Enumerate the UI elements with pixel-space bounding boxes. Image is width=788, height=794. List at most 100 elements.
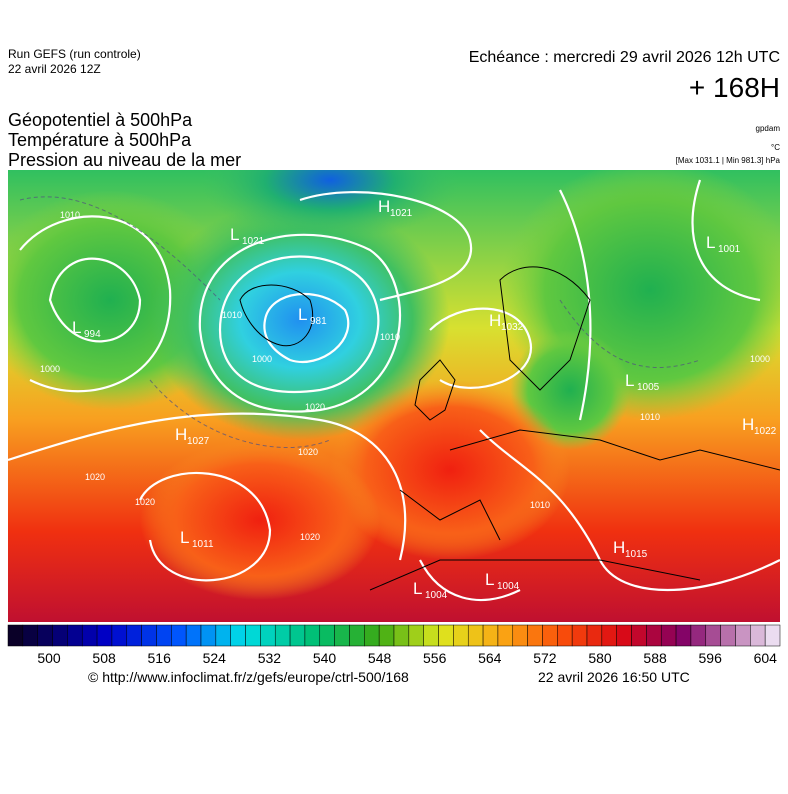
field-label: Géopotentiel à 500hPa xyxy=(8,110,193,130)
field-label: Température à 500hPa xyxy=(8,130,192,150)
colorbar-label: 556 xyxy=(423,650,447,666)
colorbar-swatch xyxy=(274,624,291,647)
center-letter: H xyxy=(175,425,187,444)
colorbar-swatch xyxy=(571,624,588,647)
colorbar: 500 508 516 524 532 540 548 556 564 572 580 588 596 6… xyxy=(7,624,781,666)
colorbar-label: 548 xyxy=(368,650,392,666)
colorbar-swatch xyxy=(438,624,454,647)
colorbar-swatch xyxy=(171,624,187,647)
center-value: 994 xyxy=(84,329,101,340)
colorbar-swatch xyxy=(349,624,365,647)
center-letter: H xyxy=(742,415,754,434)
center-letter: L xyxy=(413,579,422,598)
colorbar-swatch xyxy=(453,624,469,647)
center-letter: L xyxy=(72,318,81,337)
isobar-label: 1000 xyxy=(40,364,60,374)
colorbar-swatch xyxy=(245,624,261,647)
colorbar-swatch xyxy=(408,624,424,647)
isobar-label: 1020 xyxy=(135,497,155,507)
isobar-labels: 1010 1010 1000 1000 1010 1020 1020 1020 1020 1020… xyxy=(40,210,770,542)
center-value: 1027 xyxy=(187,436,210,447)
issued: 22 avril 2026 16:50 UTC xyxy=(538,669,690,685)
colorbar-swatch xyxy=(735,624,751,647)
colorbar-swatch xyxy=(646,624,662,647)
center-value: 1011 xyxy=(192,539,214,550)
colorbar-swatch xyxy=(750,624,766,647)
colorbar-swatch xyxy=(364,624,380,647)
center-letter: L xyxy=(180,528,189,547)
isobar-label: 1010 xyxy=(222,310,242,320)
colorbar-swatch xyxy=(423,624,439,647)
colorbar-swatch xyxy=(542,624,558,647)
colorbar-swatch xyxy=(111,624,128,647)
center-letter: L xyxy=(625,371,634,390)
colorbar-swatch xyxy=(260,624,276,647)
colorbar-swatch xyxy=(319,624,335,647)
colorbar-swatch xyxy=(156,624,172,647)
colorbar-swatch xyxy=(96,624,113,647)
colorbar-label: 596 xyxy=(699,650,723,666)
run-date: 22 avril 2026 12Z xyxy=(8,62,101,76)
center-letter: H xyxy=(489,311,501,330)
center-value: 1004 xyxy=(497,581,520,592)
colorbar-label: 540 xyxy=(313,650,337,666)
unit: gpdam xyxy=(756,124,781,133)
colorbar-swatch xyxy=(141,624,157,647)
unit: [Max 1031.1 | Min 981.3] hPa xyxy=(676,156,781,165)
lead-time: + 168H xyxy=(689,72,780,103)
center-letter: L xyxy=(298,305,307,324)
unit: °C xyxy=(771,143,780,152)
colorbar-label: 500 xyxy=(37,650,61,666)
colorbar-swatch xyxy=(81,624,98,647)
colorbar-swatch xyxy=(631,624,647,647)
isobar-label: 1010 xyxy=(60,210,80,220)
colorbar-label: 588 xyxy=(643,650,667,666)
center-letter: L xyxy=(230,225,239,244)
colorbar-label: 580 xyxy=(588,650,612,666)
field-label: Pression au niveau de la mer xyxy=(8,150,241,170)
colorbar-label: 532 xyxy=(258,650,282,666)
isobar-label: 1020 xyxy=(305,402,325,412)
colorbar-swatch xyxy=(705,624,721,647)
colorbar-swatch xyxy=(586,624,603,647)
colorbar-swatch xyxy=(720,624,736,647)
colorbar-swatch xyxy=(126,624,142,647)
center-letter: L xyxy=(485,570,494,589)
isobar-label: 1020 xyxy=(85,472,105,482)
colorbar-label: 508 xyxy=(92,650,116,666)
colorbar-swatch xyxy=(527,624,543,647)
colorbar-label: 564 xyxy=(478,650,502,666)
colorbar-swatch xyxy=(512,624,528,647)
isobar-label: 1010 xyxy=(380,332,400,342)
center-value: 1005 xyxy=(637,382,660,393)
colorbar-label: 516 xyxy=(148,650,172,666)
colorbar-swatch xyxy=(304,624,321,647)
isobar-label: 1020 xyxy=(298,447,318,457)
colorbar-swatch xyxy=(467,624,484,647)
colorbar-swatch xyxy=(200,624,217,647)
colorbar-swatch xyxy=(230,624,246,647)
colorbar-swatch xyxy=(289,624,306,647)
colorbar-swatch xyxy=(660,624,677,647)
colorbar-swatch xyxy=(7,624,24,647)
colorbar-swatch xyxy=(215,624,231,647)
center-value: 1022 xyxy=(754,426,777,437)
source: © http://www.infoclimat.fr/z/gefs/europe… xyxy=(88,669,409,685)
colorbar-label: 604 xyxy=(754,650,778,666)
center-value: 1001 xyxy=(718,244,741,255)
colorbar-swatch xyxy=(185,624,202,647)
center-value: 1021 xyxy=(242,236,265,247)
colorbar-swatch xyxy=(557,624,573,647)
colorbar-swatch xyxy=(393,624,410,647)
colorbar-swatch xyxy=(52,624,68,647)
isobar-label: 1020 xyxy=(300,532,320,542)
center-letter: L xyxy=(706,233,715,252)
colorbar-swatch xyxy=(616,624,632,647)
center-value: 1004 xyxy=(425,590,448,601)
forecast-time: Echéance : mercredi 29 avril 2026 12h UT… xyxy=(469,49,780,66)
center-value: 1015 xyxy=(625,549,648,560)
colorbar-swatch xyxy=(675,624,692,647)
colorbar-swatch xyxy=(482,624,499,647)
